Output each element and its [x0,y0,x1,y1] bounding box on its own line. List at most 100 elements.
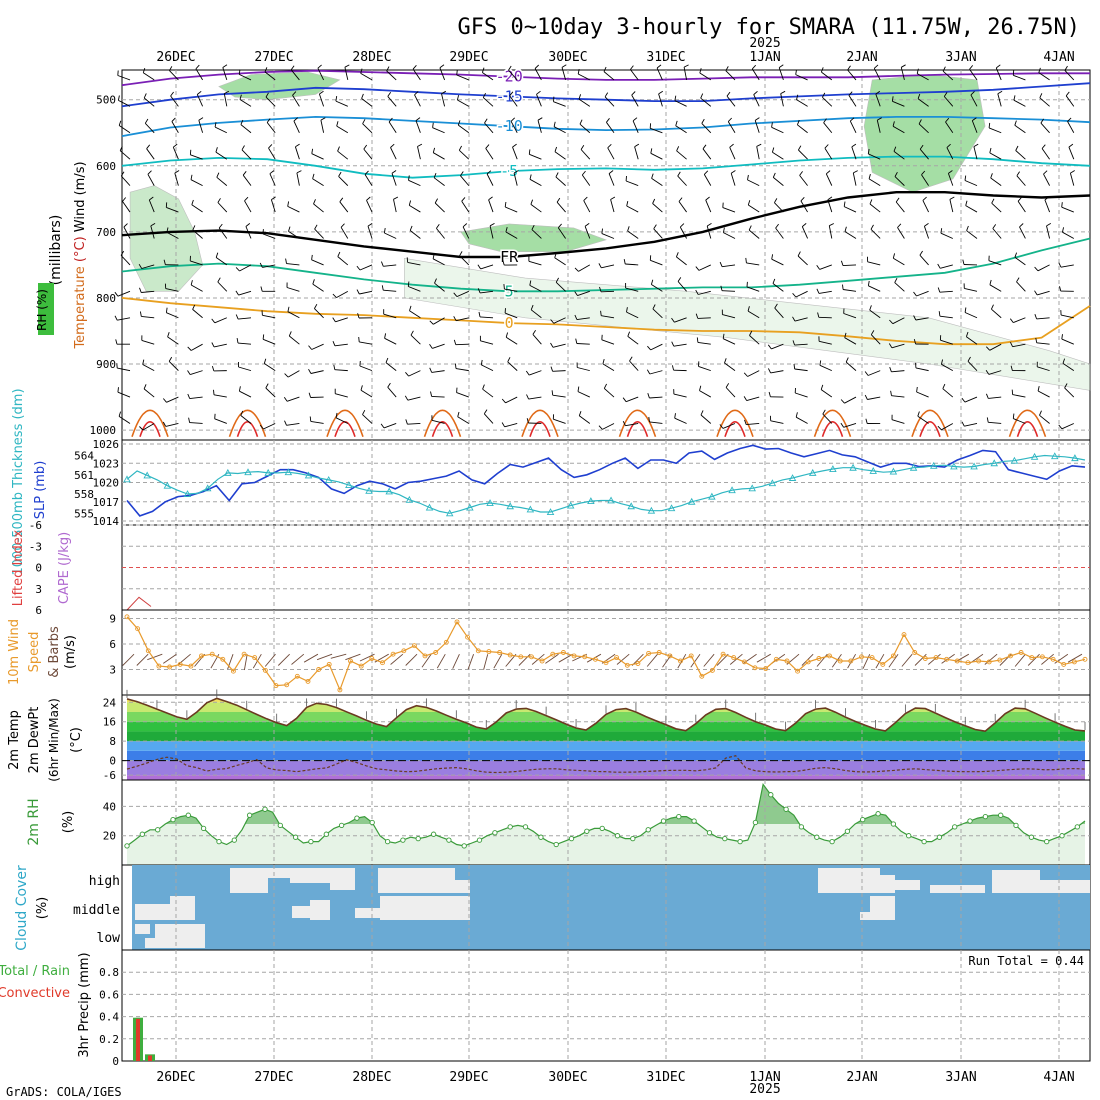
wind-barb-304 [698,264,711,271]
wind-barb-34 [942,70,954,81]
wind-speed-point-20 [337,687,343,693]
wind-barb-93 [432,127,445,134]
wind-speed-point-36 [507,652,513,658]
wind-barb-357 [1016,281,1026,292]
wind-barb-flag-206 [271,196,276,200]
wind-barb-flag-107 [771,122,773,128]
wind-barb-flag-7 [290,65,295,71]
temp-band-0 [127,775,1085,780]
cloud-block-13 [135,904,170,920]
thickness-marker-40 [526,505,535,513]
wind-barb-94 [458,124,470,134]
wind-barb-flag-83 [198,117,204,121]
precip-tick-2: 0.4 [99,1011,119,1024]
wind-barb-flag-24 [699,68,702,74]
wind-barb-flag-449 [333,364,336,370]
wind-barb-flag-15 [481,67,485,73]
wind-barb-flag-70 [848,91,853,96]
wind-barb-flag-40 [117,95,120,101]
wind-barb-flag-353 [913,291,917,297]
wind-barb-306 [746,262,760,266]
wind-barb-291 [383,264,397,267]
wind10m-barb-41 [703,653,715,667]
wind-barb-flag-160 [120,171,125,177]
wind-barb-flag-342 [650,279,654,285]
wind-barb-508 [795,392,808,398]
wind-barb-428 [794,343,808,346]
temp-contour-label-2: -10 [496,117,523,135]
lifted-index-line [126,596,152,611]
precip-tick-1: 0.2 [99,1033,119,1046]
surface-temp-loop-2 [326,409,364,437]
wind-barb-flag-350 [842,284,844,290]
wind-barb-flag-52 [414,91,419,96]
rh2m-point-14 [231,837,237,843]
wind-barb-543 [674,417,687,424]
thickness-marker-46 [587,497,595,505]
wind-barb-flag-475 [967,356,971,362]
wind-barb-201 [148,199,155,213]
rh2m-point-18 [262,806,268,812]
wind-barb-flag-276 [992,224,997,229]
wind-barb-flag-367 [287,306,290,312]
wind-barb-flag-167 [296,170,302,174]
wind-barb-flag-389 [817,312,820,318]
wind-barb-flag-212 [408,200,412,206]
wind-barb-149 [824,147,833,160]
wind-barb-flag-39 [1064,65,1068,71]
wind-speed-point-77 [944,656,950,662]
wind-barb-flag-247 [288,226,291,232]
thickness-marker-76 [889,467,898,475]
wind-barb-472 [891,370,905,373]
rh2m-point-70 [660,818,667,824]
wind-barb-203 [191,204,203,213]
wind-barb-181 [625,180,639,187]
wind-barb-265 [723,232,736,239]
wind-barb-flag-406 [262,334,265,340]
wind10m-barb-23 [452,654,460,669]
wind-barb-flag-314 [937,263,941,269]
wind-barb-flag-490 [360,385,363,391]
wind-barb-299 [578,264,591,272]
wind-barb-flag-470 [845,357,849,363]
wind-barb-223 [678,201,687,213]
wind-barb-244 [218,227,228,239]
wind-speed-point-51 [667,653,673,659]
wind-barb-406 [262,338,276,345]
wind-barb-flag-126 [268,144,273,149]
wind-barb-flag-539 [578,411,582,416]
wind-speed-point-15 [284,682,290,688]
wind10m-barb-10 [264,653,276,667]
wind-barb-232 [895,201,905,213]
wind-barb-flag-55 [482,92,486,98]
wind-barb-flag-441 [142,359,145,365]
thickness-tick-2: 561 [74,469,94,482]
axis-label: SLP (mb) [33,461,48,520]
wind-barb-flag-492 [404,395,409,401]
wind-barb-flag-87 [293,117,298,122]
wind-speed-point-54 [699,673,705,679]
thickness-marker-16 [284,468,293,476]
slp-tick-2: 1020 [93,477,120,490]
wind-barb-314 [940,264,953,269]
wind-barb-270 [844,231,857,239]
wind10m-barb-21 [421,653,432,668]
wind-barb-flag-205 [244,196,249,202]
thickness-marker-10 [224,468,232,476]
wind10m-barb-56 [914,653,927,666]
wind-barb-118 [1040,122,1050,134]
wind-barb-68 [796,99,808,107]
wind-speed-point-6 [188,663,194,669]
temp-contour-4 [121,191,1091,259]
wind-barb-510 [844,396,857,404]
wind-speed-point-23 [369,656,375,661]
wind-speed-point-24 [380,660,385,666]
wind-barb-flag-61 [631,91,636,96]
cloud-block-21 [135,924,150,934]
wind-barb-457 [529,370,542,376]
wind-barb-33 [916,73,929,81]
wind-barb-flag-236 [991,198,995,204]
wind-barb-421 [627,336,639,345]
wind-barb-flag-97 [537,117,543,121]
wind-barb-flag-8 [317,64,322,69]
